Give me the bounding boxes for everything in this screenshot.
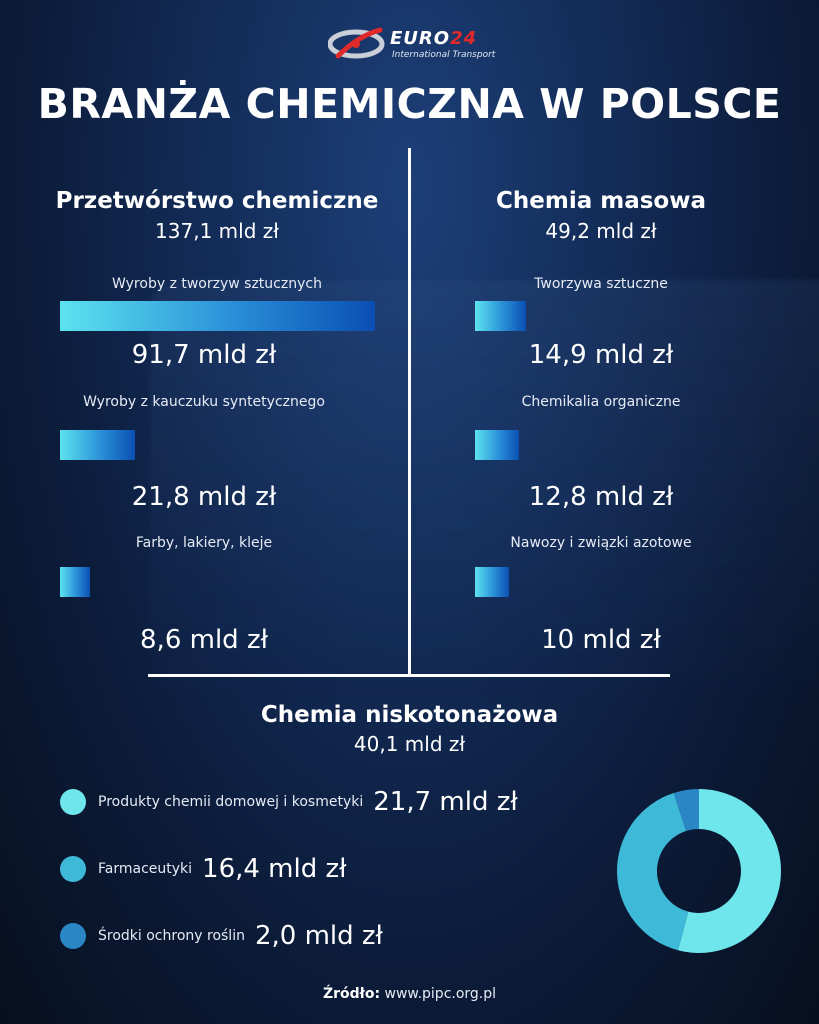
bottom-chart-total: 40,1 mld zł [353,732,466,756]
left-bar-value: 8,6 mld zł [140,625,268,655]
left-bar-value: 91,7 mld zł [131,340,277,370]
vertical-divider [408,148,411,676]
legend-value: 16,4 mld zł [202,854,347,884]
bottom-chart-title: Chemia niskotonażowa [260,702,559,728]
donut-slice-3 [673,789,699,832]
right-chart-title: Chemia masowa [496,188,706,214]
logo-tagline: International Transport [392,50,496,60]
right-bar [475,301,527,331]
source-label: Źródło: [322,986,381,1002]
right-bar-value: 14,9 mld zł [528,340,674,370]
left-bar [60,301,375,331]
right-bar [475,567,510,597]
background-truck-image [150,280,819,700]
logo-swirl-icon [328,27,385,59]
left-bar-value: 21,8 mld zł [131,482,277,512]
legend-item: Farmaceutyki 16,4 mld zł [60,849,347,889]
left-bar [60,430,135,460]
right-bar [475,430,519,460]
legend-item: Środki ochrony roślin 2,0 mld zł [60,916,383,956]
left-bar [60,567,90,597]
right-category-label: Nawozy i związki azotowe [510,535,692,551]
euro24-logo: EURO24 International Transport [328,26,498,66]
source-url: www.pipc.org.pl [384,986,497,1002]
legend-item: Produkty chemii domowej i kosmetyki 21,7… [60,782,518,822]
right-category-label: Tworzywa sztuczne [534,276,668,292]
legend-dot [60,923,86,949]
right-chart-total: 49,2 mld zł [545,219,657,243]
left-category-label: Farby, lakiery, kleje [135,535,273,551]
logo-brand-text: EURO [390,28,451,49]
logo-brand-number: 24 [450,28,478,49]
legend-label: Środki ochrony roślin [98,928,245,944]
legend-label: Farmaceutyki [98,861,193,877]
right-bar-value: 12,8 mld zł [528,482,674,512]
source-note: Źródło: www.pipc.org.pl [0,986,819,1002]
left-chart-title: Przetwórstwo chemiczne [55,188,379,214]
right-category-label: Chemikalia organiczne [521,394,681,410]
legend-dot [60,856,86,882]
right-bar-value: 10 mld zł [541,625,661,655]
donut-slice-1 [678,789,781,953]
logo-brand: EURO24 [390,28,477,49]
legend-value: 2,0 mld zł [254,921,383,951]
left-chart-total: 137,1 mld zł [155,219,279,243]
donut-slice-2 [617,792,689,951]
left-category-label: Wyroby z kauczuku syntetycznego [83,394,325,410]
legend-value: 21,7 mld zł [373,787,518,817]
page-title: BRANŻA CHEMICZNA W POLSCE [37,80,782,128]
legend-label: Produkty chemii domowej i kosmetyki [98,794,364,810]
legend-dot [60,789,86,815]
horizontal-divider [148,674,670,677]
donut-chart [617,789,781,953]
left-category-label: Wyroby z tworzyw sztucznych [112,276,322,292]
